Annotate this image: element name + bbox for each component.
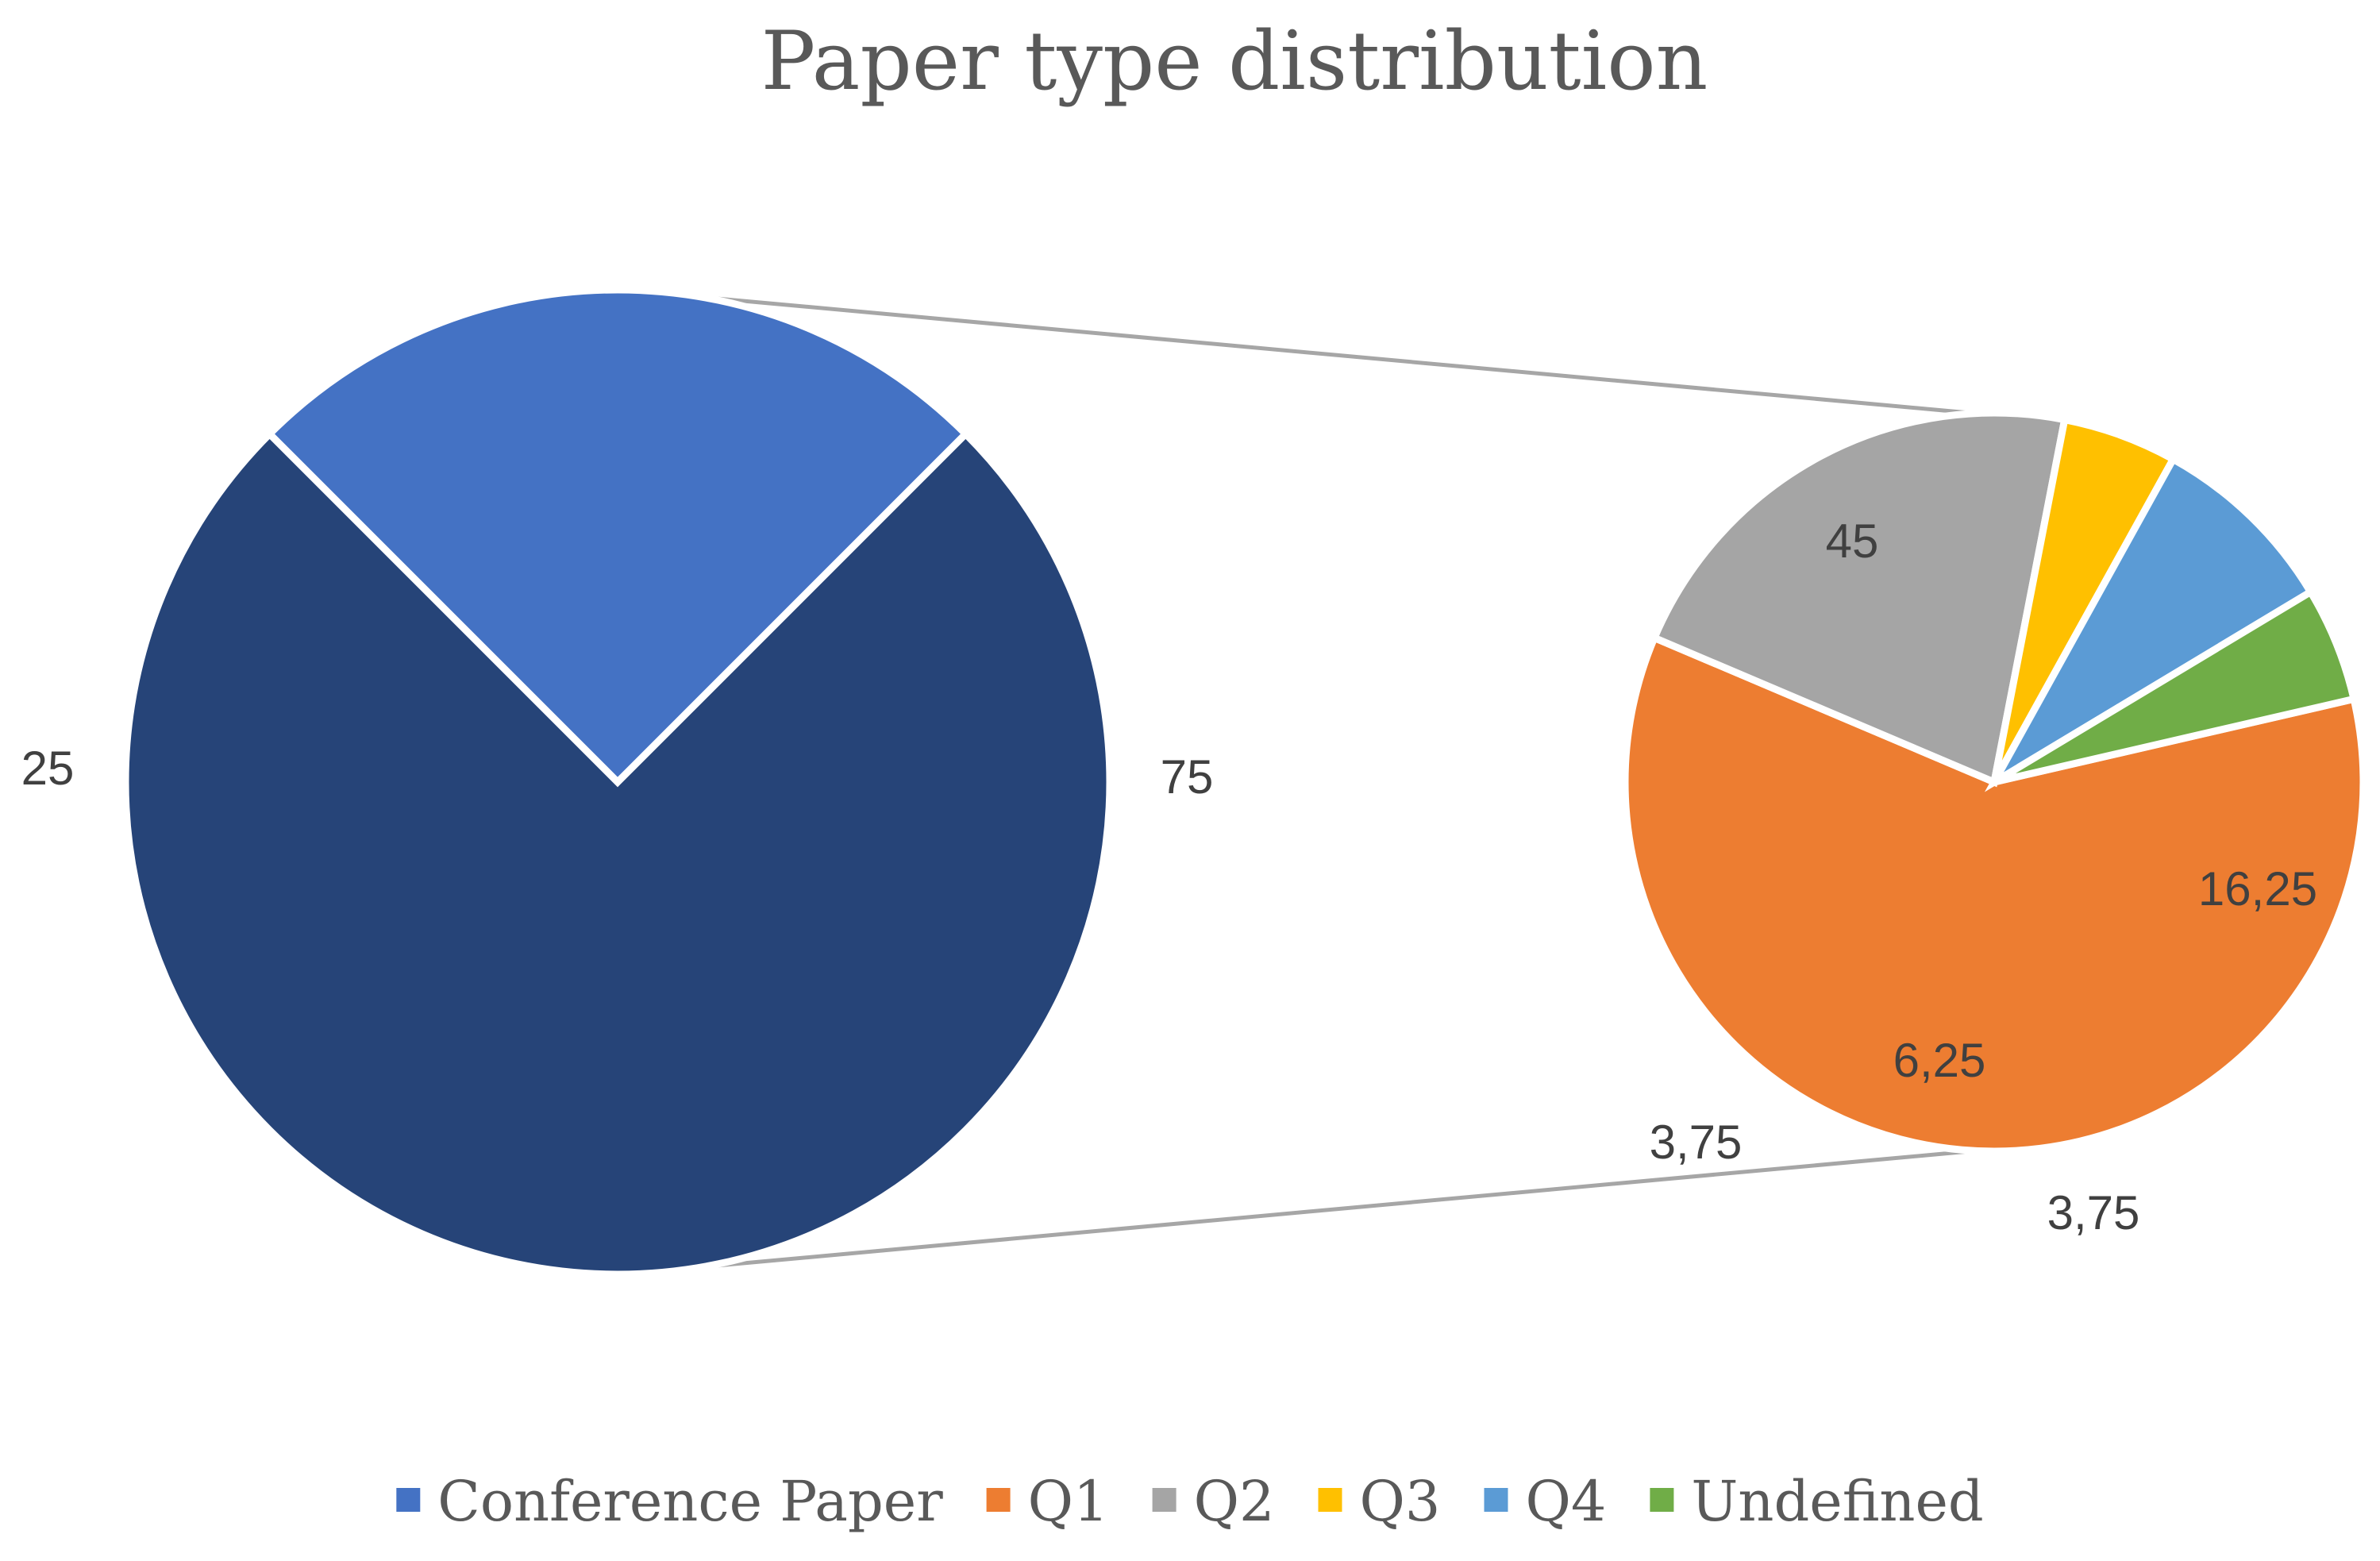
legend: Conference Paper Q1 Q2 Q3 Q4 Undefined [396, 1469, 1984, 1534]
main-pie [121, 286, 1114, 1278]
legend-item-q4: Q4 [1484, 1469, 1607, 1534]
main-pie-data-label: 25 [21, 742, 75, 795]
main-pie-slice-other [121, 429, 1114, 1278]
legend-item-q3: Q3 [1318, 1469, 1441, 1534]
legend-swatch [986, 1488, 1011, 1512]
secondary-pie-slice-q4 [1984, 454, 2316, 792]
legend-label: Q2 [1194, 1469, 1275, 1534]
secondary-pie-slice-q2 [1650, 409, 2070, 788]
connector-lines [703, 295, 1975, 1270]
legend-item-undefined: Undefined [1650, 1469, 1984, 1534]
chart-title: Paper type distribution [761, 14, 1708, 109]
secondary-pie-slice-q1 [1621, 633, 2367, 1155]
legend-item-q2: Q2 [1152, 1469, 1275, 1534]
legend-swatch [1484, 1488, 1508, 1512]
main-pie-slice-conference-paper [264, 286, 971, 788]
legend-item-q1: Q1 [986, 1469, 1109, 1534]
main-pie-data-label: 75 [1161, 750, 1214, 804]
secondary-pie-data-label-q1: 45 [1826, 515, 1879, 568]
secondary-pie-data-label-undefined: 3,75 [1650, 1116, 1743, 1169]
secondary-pie-data-label-q4: 6,25 [1893, 1034, 1986, 1087]
legend-swatch [1318, 1488, 1342, 1512]
legend-label: Q1 [1028, 1469, 1109, 1534]
legend-swatch [1650, 1488, 1674, 1512]
legend-label: Undefined [1691, 1469, 1983, 1534]
legend-swatch [396, 1488, 421, 1512]
legend-label: Conference Paper [437, 1469, 943, 1534]
secondary-pie-slice-undefined [1992, 587, 2359, 786]
legend-label: Q3 [1360, 1469, 1441, 1534]
secondary-pie [1621, 409, 2367, 1155]
legend-label: Q4 [1526, 1469, 1607, 1534]
connector-line-bottom [703, 1148, 1975, 1270]
secondary-pie-data-label-q2: 16,25 [2198, 862, 2317, 915]
legend-swatch [1152, 1488, 1177, 1512]
data-labels: 25 75 45 16,25 3,75 6,25 3,75 [21, 515, 2317, 1239]
connector-line-top [703, 295, 1975, 416]
secondary-pie-data-label-q3: 3,75 [2047, 1186, 2140, 1239]
legend-item-conference-paper: Conference Paper [396, 1469, 943, 1534]
